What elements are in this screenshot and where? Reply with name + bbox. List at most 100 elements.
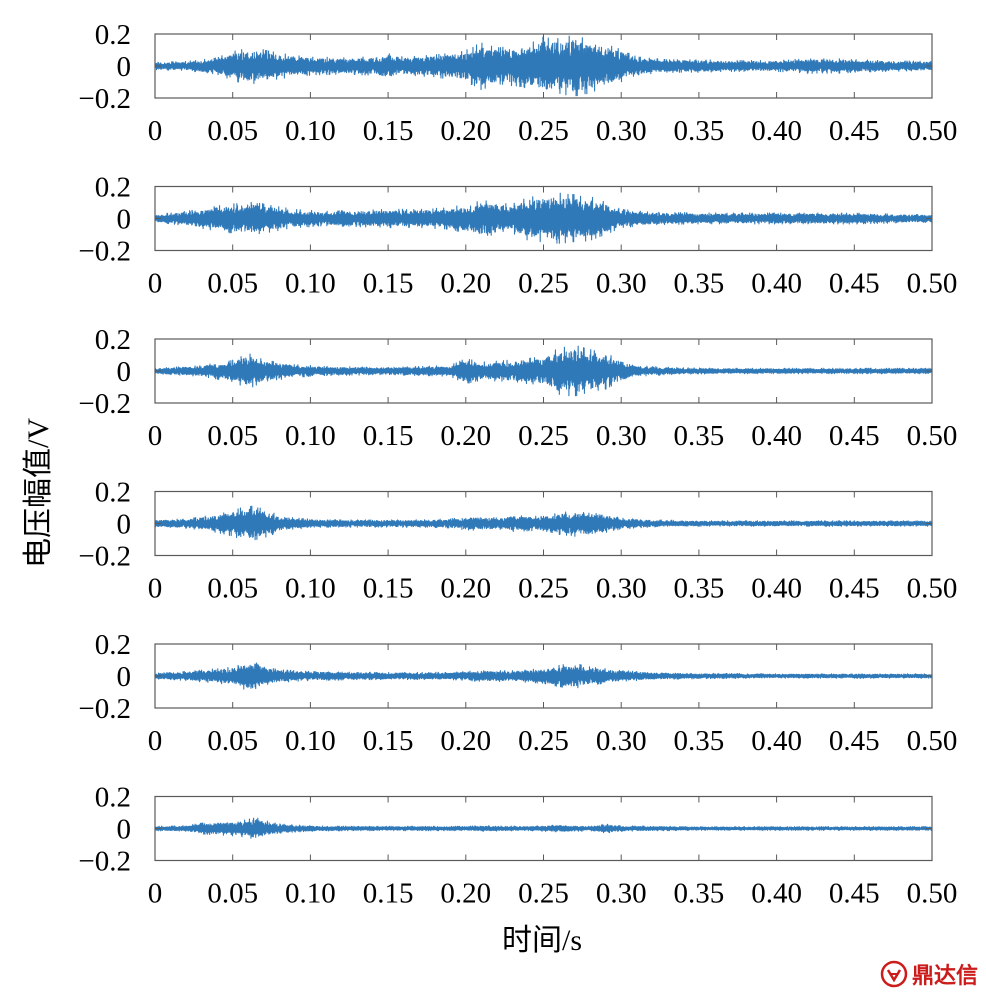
x-tick-label: 0.50 (907, 878, 958, 910)
y-tick-label: −0.2 (78, 541, 131, 573)
x-tick-label: 0.35 (674, 573, 725, 605)
x-tick-label: 0.30 (596, 268, 647, 300)
subplot-1: 0 0.05 0.10 0.15 0.20 0.25 0.30 0.35 0.40 0.45 0.5… (78, 19, 957, 147)
x-axis-label: 时间/s (502, 924, 582, 957)
y-tick-label: 0.2 (95, 477, 131, 509)
y-tick-label: 0 (117, 661, 132, 693)
x-tick-label: 0.45 (829, 573, 880, 605)
x-tick-label: 0.30 (596, 878, 647, 910)
x-tick-label: 0.20 (440, 725, 491, 757)
x-tick-label: 0.10 (285, 268, 336, 300)
x-tick-label: 0.25 (518, 268, 569, 300)
x-tick-label: 0.20 (440, 878, 491, 910)
watermark-logo: 鼎达信 (880, 959, 978, 989)
x-tick-label: 0.50 (907, 420, 958, 452)
x-tick-label: 0.45 (829, 420, 880, 452)
y-tick-label: 0 (117, 814, 132, 846)
x-tick-label: 0.10 (285, 725, 336, 757)
x-tick-label: 0 (148, 725, 163, 757)
x-tick-label: 0.45 (829, 725, 880, 757)
x-tick-label: 0.25 (518, 115, 569, 147)
x-tick-label: 0.15 (363, 878, 414, 910)
x-tick-label: 0.25 (518, 573, 569, 605)
y-tick-label: 0.2 (95, 782, 131, 814)
x-tick-label: 0.05 (207, 573, 258, 605)
subplot-2: 0 0.05 0.10 0.15 0.20 0.25 0.30 0.35 0.40 0.45 0.5… (78, 172, 957, 300)
y-tick-label: 0 (117, 51, 132, 83)
x-tick-label: 0.30 (596, 573, 647, 605)
signal-trace-1 (154, 35, 933, 97)
x-tick-label: 0.30 (596, 725, 647, 757)
y-tick-label: −0.2 (78, 236, 131, 268)
signal-trace-4 (154, 505, 933, 541)
y-axis-label: 电压幅值/V (22, 418, 55, 568)
y-tick-label: 0.2 (95, 19, 131, 51)
signal-trace-3 (154, 345, 933, 397)
x-tick-label: 0.40 (751, 725, 802, 757)
x-tick-label: 0.35 (674, 878, 725, 910)
brand-logo-icon (880, 960, 908, 988)
x-tick-label: 0.35 (674, 420, 725, 452)
x-tick-label: 0.25 (518, 420, 569, 452)
x-tick-label: 0.25 (518, 725, 569, 757)
subplot-6: 0 0.05 0.10 0.15 0.20 0.25 0.30 0.35 0.40 0.45 0.5… (78, 782, 957, 910)
y-tick-label: 0 (117, 204, 132, 236)
y-tick-label: −0.2 (78, 846, 131, 878)
y-tick-label: 0.2 (95, 172, 131, 204)
x-tick-label: 0 (148, 268, 163, 300)
x-tick-label: 0.45 (829, 268, 880, 300)
y-tick-label: 0 (117, 356, 132, 388)
y-tick-label: −0.2 (78, 388, 131, 420)
x-tick-label: 0.50 (907, 573, 958, 605)
watermark-text: 鼎达信 (911, 964, 978, 989)
x-tick-label: 0.25 (518, 878, 569, 910)
x-tick-label: 0.40 (751, 573, 802, 605)
x-tick-label: 0.40 (751, 878, 802, 910)
y-tick-label: −0.2 (78, 693, 131, 725)
signal-trace-5 (154, 662, 933, 690)
x-tick-label: 0.50 (907, 725, 958, 757)
x-tick-label: 0 (148, 115, 163, 147)
x-tick-label: 0.15 (363, 115, 414, 147)
x-tick-label: 0.15 (363, 725, 414, 757)
x-tick-label: 0.20 (440, 268, 491, 300)
x-tick-label: 0.10 (285, 115, 336, 147)
x-tick-label: 0.05 (207, 878, 258, 910)
x-tick-label: 0.45 (829, 878, 880, 910)
x-tick-label: 0.05 (207, 268, 258, 300)
x-tick-label: 0 (148, 420, 163, 452)
x-tick-label: 0.35 (674, 115, 725, 147)
x-tick-label: 0.20 (440, 115, 491, 147)
x-tick-label: 0 (148, 878, 163, 910)
x-tick-label: 0.10 (285, 420, 336, 452)
x-tick-label: 0.50 (907, 115, 958, 147)
x-tick-label: 0.20 (440, 420, 491, 452)
x-tick-label: 0.50 (907, 268, 958, 300)
x-tick-label: 0.15 (363, 420, 414, 452)
x-tick-label: 0.15 (363, 573, 414, 605)
x-tick-label: 0.05 (207, 115, 258, 147)
x-tick-label: 0.10 (285, 878, 336, 910)
signal-trace-6 (154, 817, 933, 839)
x-tick-label: 0.35 (674, 268, 725, 300)
x-tick-label: 0 (148, 573, 163, 605)
signal-trace-2 (154, 192, 933, 244)
x-tick-label: 0.15 (363, 268, 414, 300)
x-tick-label: 0.05 (207, 725, 258, 757)
subplot-3: 0 0.05 0.10 0.15 0.20 0.25 0.30 0.35 0.40 0.45 0.5… (78, 324, 957, 452)
x-tick-label: 0.40 (751, 268, 802, 300)
y-tick-label: 0.2 (95, 324, 131, 356)
x-tick-label: 0.40 (751, 420, 802, 452)
x-tick-label: 0.30 (596, 420, 647, 452)
y-tick-label: 0.2 (95, 629, 131, 661)
x-tick-label: 0.45 (829, 115, 880, 147)
y-tick-label: −0.2 (78, 83, 131, 115)
y-tick-label: 0 (117, 509, 132, 541)
x-tick-label: 0.40 (751, 115, 802, 147)
x-tick-label: 0.35 (674, 725, 725, 757)
x-tick-label: 0.30 (596, 115, 647, 147)
subplot-4: 0 0.05 0.10 0.15 0.20 0.25 0.30 0.35 0.40 0.45 0.5… (78, 477, 957, 605)
subplot-stack: 0 0.05 0.10 0.15 0.20 0.25 0.30 0.35 0.40 0.45 0.5… (78, 19, 957, 910)
x-tick-label: 0.20 (440, 573, 491, 605)
